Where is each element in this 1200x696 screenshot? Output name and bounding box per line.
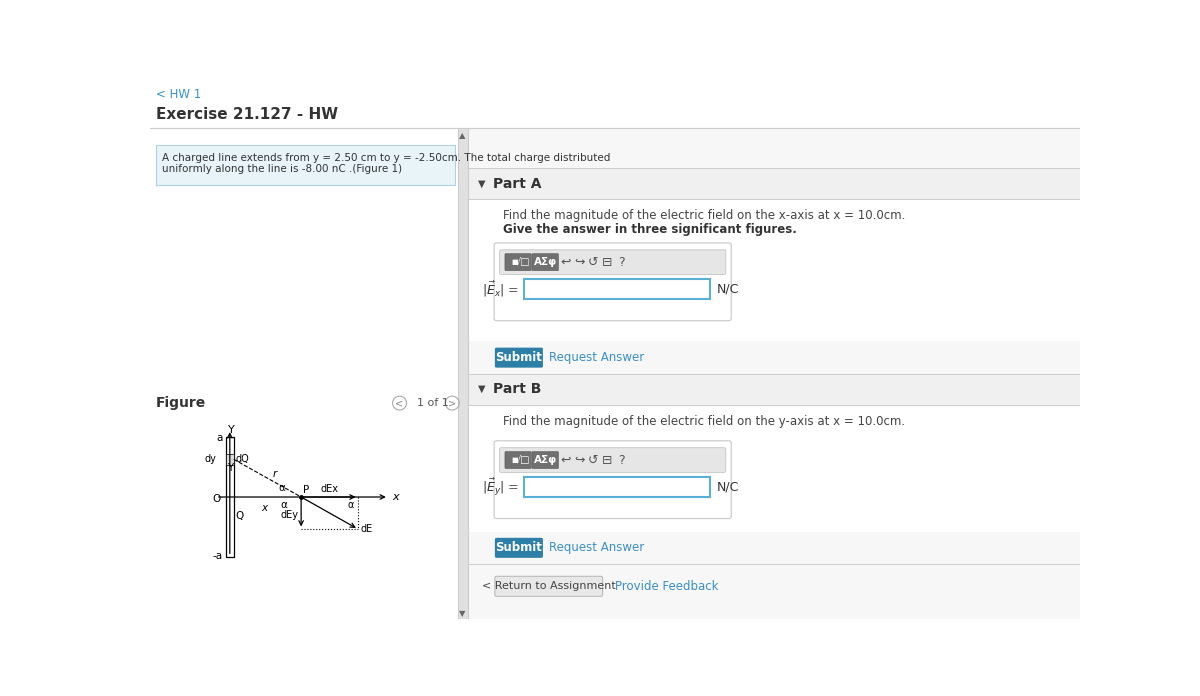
- Text: ▼: ▼: [460, 609, 466, 618]
- Text: dEx: dEx: [320, 484, 338, 494]
- Text: <: <: [396, 398, 403, 408]
- Text: α: α: [348, 500, 354, 510]
- Bar: [226, 454, 234, 465]
- FancyBboxPatch shape: [524, 279, 710, 299]
- Bar: [156, 145, 455, 185]
- Text: Give the answer in three significant figures.: Give the answer in three significant fig…: [503, 223, 797, 237]
- Text: $|\vec{E}_x|$ =: $|\vec{E}_x|$ =: [482, 280, 520, 299]
- Text: Request Answer: Request Answer: [550, 541, 644, 554]
- Text: $|\vec{E}_y|$ =: $|\vec{E}_y|$ =: [482, 476, 520, 498]
- Text: Submit: Submit: [496, 351, 542, 364]
- Text: √□: √□: [515, 455, 529, 465]
- Text: Figure: Figure: [156, 396, 206, 410]
- FancyBboxPatch shape: [532, 452, 558, 468]
- Bar: [468, 168, 1080, 199]
- FancyBboxPatch shape: [494, 243, 731, 321]
- Text: N/C: N/C: [716, 480, 739, 493]
- Text: dQ: dQ: [235, 454, 250, 464]
- FancyBboxPatch shape: [494, 441, 731, 519]
- FancyBboxPatch shape: [505, 452, 532, 468]
- Text: Exercise 21.127 - HW: Exercise 21.127 - HW: [156, 106, 338, 122]
- Text: ⊟: ⊟: [602, 454, 612, 466]
- Text: x: x: [262, 503, 268, 513]
- Text: ▲: ▲: [460, 132, 466, 141]
- Text: N/C: N/C: [716, 283, 739, 296]
- Text: Find the magnitude of the electric field on the x-axis at x = 10.0cm.: Find the magnitude of the electric field…: [503, 209, 905, 223]
- Text: α: α: [278, 483, 286, 493]
- Text: ■: ■: [511, 259, 518, 265]
- Text: ▼: ▼: [478, 179, 486, 189]
- Text: x: x: [391, 492, 398, 502]
- Text: Y: Y: [228, 463, 234, 473]
- Text: dy: dy: [205, 454, 217, 464]
- Text: r: r: [274, 468, 277, 479]
- Text: ?: ?: [618, 454, 624, 466]
- FancyBboxPatch shape: [505, 253, 532, 271]
- Text: dE: dE: [361, 524, 373, 535]
- Text: ↩: ↩: [560, 454, 571, 466]
- Text: < HW 1: < HW 1: [156, 88, 202, 101]
- Text: ■: ■: [511, 457, 518, 463]
- Text: Request Answer: Request Answer: [550, 351, 644, 364]
- Text: >: >: [448, 398, 456, 408]
- Text: Part B: Part B: [492, 382, 541, 396]
- Text: ↩: ↩: [560, 255, 571, 269]
- FancyBboxPatch shape: [494, 538, 542, 557]
- Text: Provide Feedback: Provide Feedback: [616, 580, 719, 593]
- FancyBboxPatch shape: [499, 448, 726, 473]
- Text: ΑΣφ: ΑΣφ: [534, 455, 557, 465]
- Bar: [468, 404, 1080, 532]
- Text: Find the magnitude of the electric field on the y-axis at x = 10.0cm.: Find the magnitude of the electric field…: [503, 415, 905, 428]
- FancyBboxPatch shape: [499, 250, 726, 274]
- Text: 1 of 1: 1 of 1: [418, 398, 449, 408]
- Text: √□: √□: [515, 257, 529, 267]
- Text: A charged line extends from y = 2.50 cm to y = -2.50cm. The total charge distrib: A charged line extends from y = 2.50 cm …: [162, 153, 611, 163]
- Text: ↪: ↪: [574, 454, 584, 466]
- Text: Y: Y: [228, 425, 235, 436]
- Bar: [226, 437, 234, 557]
- Bar: [468, 199, 1080, 342]
- Text: uniformly along the line is -8.00 nC .(Figure 1): uniformly along the line is -8.00 nC .(F…: [162, 164, 402, 173]
- Text: Part A: Part A: [492, 177, 541, 191]
- Text: α: α: [281, 500, 288, 509]
- Text: ▼: ▼: [478, 384, 486, 394]
- Text: O: O: [212, 493, 221, 503]
- Text: ⊟: ⊟: [602, 255, 612, 269]
- Text: dEy: dEy: [281, 509, 299, 520]
- Text: ΑΣφ: ΑΣφ: [534, 257, 557, 267]
- Text: < Return to Assignment: < Return to Assignment: [482, 581, 616, 592]
- Text: Submit: Submit: [496, 541, 542, 554]
- FancyBboxPatch shape: [532, 253, 558, 271]
- Text: Q: Q: [235, 512, 244, 521]
- Bar: [468, 374, 1080, 404]
- Text: ↺: ↺: [588, 255, 599, 269]
- Text: P: P: [304, 485, 310, 495]
- Text: ?: ?: [618, 255, 624, 269]
- FancyBboxPatch shape: [494, 576, 602, 596]
- Text: a: a: [216, 434, 223, 443]
- FancyBboxPatch shape: [524, 477, 710, 497]
- FancyBboxPatch shape: [494, 347, 542, 367]
- Text: -a: -a: [212, 551, 223, 560]
- Bar: [457, 128, 468, 619]
- Text: ↺: ↺: [588, 454, 599, 466]
- Bar: [468, 128, 1080, 619]
- Text: ↪: ↪: [574, 255, 584, 269]
